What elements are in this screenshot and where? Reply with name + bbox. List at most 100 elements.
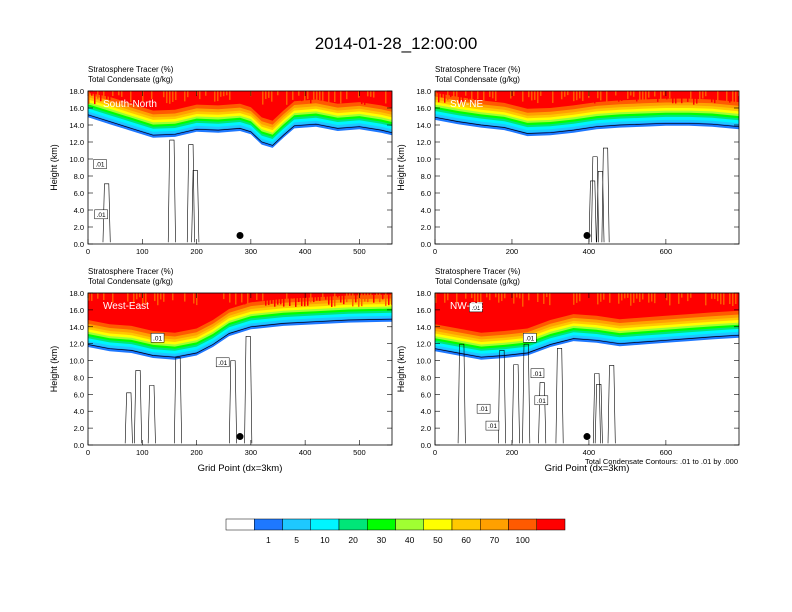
tracer-spike: [594, 293, 596, 298]
tracer-spike: [217, 293, 219, 305]
tracer-spike: [462, 293, 464, 302]
tracer-spike: [121, 91, 123, 97]
tracer-spike: [226, 293, 228, 299]
tracer-spike: [549, 293, 551, 306]
y-tick-label: 18.0: [69, 87, 84, 96]
tracer-spike: [699, 91, 701, 103]
panel-title-line: Stratosphere Tracer (%): [435, 267, 521, 276]
tracer-spike: [331, 293, 333, 307]
x-tick-label: 600: [660, 448, 673, 457]
tracer-spike: [615, 293, 617, 303]
tracer-spike: [663, 91, 665, 96]
y-tick-label: 0.0: [74, 240, 84, 249]
tracer-spike: [391, 91, 392, 100]
tracer-spike: [316, 91, 318, 103]
tracer-spike: [579, 91, 581, 99]
tracer-spike: [265, 293, 267, 306]
tracer-spike: [256, 293, 258, 300]
x-tick-label: 100: [136, 247, 149, 256]
tracer-spike: [501, 91, 503, 100]
y-tick-label: 18.0: [416, 289, 431, 298]
y-tick-label: 10.0: [69, 357, 84, 366]
x-tick-label: 200: [506, 448, 519, 457]
tracer-spike: [166, 91, 168, 104]
tracer-spike: [100, 293, 102, 302]
y-tick-label: 6.0: [74, 189, 84, 198]
tracer-spike: [124, 293, 126, 306]
tracer-spike: [627, 293, 629, 298]
condensate-column: [244, 336, 253, 444]
tracer-spike: [573, 293, 575, 305]
tracer-spike: [145, 293, 147, 305]
tracer-spike: [301, 91, 303, 102]
condensate-column: [591, 156, 599, 243]
tracer-spike: [388, 293, 390, 306]
contour-label-box: [485, 420, 500, 431]
tracer-spike: [94, 91, 96, 105]
tracer-spike: [591, 91, 593, 100]
tracer-spike: [238, 293, 240, 302]
panel-title-line: Stratosphere Tracer (%): [88, 267, 174, 276]
tracer-spike: [361, 91, 363, 105]
contour-label: .01: [97, 212, 106, 219]
tracer-spike: [576, 91, 578, 101]
tracer-spike: [702, 91, 704, 99]
tracer-spike: [259, 91, 261, 100]
tracer-spike: [262, 91, 264, 105]
tracer-spike: [531, 91, 533, 101]
tracer-spike: [166, 293, 168, 301]
tracer-spike: [708, 91, 710, 100]
y-tick-label: 18.0: [416, 87, 431, 96]
condensate-column: [191, 170, 200, 243]
tracer-spike: [462, 91, 464, 102]
tracer-spike: [465, 293, 467, 299]
tracer-spike: [456, 293, 458, 303]
plot-frame: [434, 90, 740, 245]
tracer-spike: [681, 293, 683, 298]
tracer-spike: [88, 91, 90, 104]
tracer-spike: [130, 91, 132, 103]
tracer-spike: [642, 293, 644, 300]
tracer-spike: [465, 91, 467, 96]
tracer-spike: [621, 293, 623, 301]
tracer-spike: [696, 293, 698, 301]
contour-label-box: [150, 333, 165, 343]
tracer-spike: [352, 91, 354, 102]
tracer-spike: [684, 293, 686, 306]
tracer-spike: [528, 293, 530, 301]
condensate-column: [167, 139, 176, 243]
tracer-spike: [525, 91, 527, 97]
tracer-spike: [388, 91, 390, 96]
tracer-spike: [708, 293, 710, 302]
tracer-spike: [480, 91, 482, 99]
y-tick-label: 16.0: [69, 306, 84, 315]
condensate-column: [147, 385, 156, 444]
tracer-spike: [546, 91, 548, 102]
y-tick-label: 16.0: [416, 306, 431, 315]
tracer-spike: [723, 293, 725, 305]
tracer-spike: [358, 91, 360, 98]
tracer-spike: [621, 91, 623, 101]
tracer-spike: [606, 91, 608, 104]
tracer-spike: [738, 293, 739, 302]
colorbar-label: 100: [516, 535, 530, 545]
tracer-spike: [507, 91, 509, 100]
tracer-spike: [154, 293, 156, 302]
tracer-spike: [624, 91, 626, 99]
tracer-spike: [633, 91, 635, 97]
tracer-spike: [594, 91, 596, 104]
tracer-spike: [720, 293, 722, 305]
tracer-spike: [513, 91, 515, 96]
tracer-spike: [280, 91, 282, 96]
tracer-spike: [561, 91, 563, 100]
tracer-spike: [498, 91, 500, 100]
tracer-spike: [663, 293, 665, 304]
tracer-spike: [459, 293, 461, 301]
tracer-spike: [690, 91, 692, 99]
colorbar-bin: [508, 518, 537, 531]
tracer-spike: [711, 91, 713, 103]
panel-title-line: Total Condensate (g/kg): [88, 277, 173, 286]
location-marker: [236, 433, 244, 441]
tracer-spike: [244, 91, 246, 97]
tracer-spike: [310, 293, 312, 303]
